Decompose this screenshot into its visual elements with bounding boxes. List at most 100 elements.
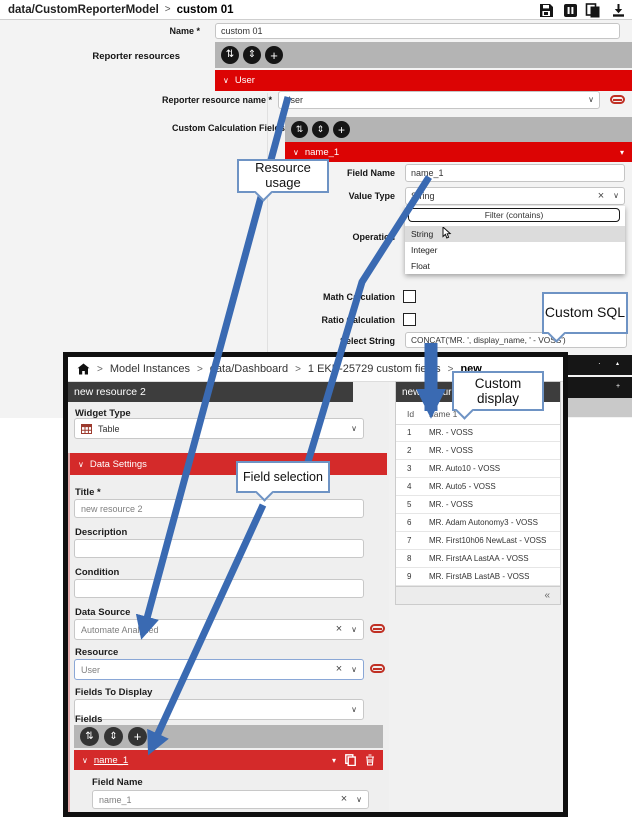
select-string-input[interactable]: CONCAT('MR. ', display_name, ' - VOSS') [405,332,627,348]
dashboard-window: > Model Instances > data/Dashboard > 1 E… [63,352,568,817]
column-header-id[interactable]: Id [407,409,415,419]
add-field-button[interactable]: + [333,121,350,138]
condition-input[interactable] [74,579,364,598]
type-option-string[interactable]: String [405,226,625,242]
breadcrumb-separator: > [164,4,171,15]
table-row: 4 MR. Auto5 - VOSS [396,478,560,496]
name1-section-header[interactable]: ∨ name_1 ▾ [285,142,632,162]
table-icon [81,423,92,434]
clear-icon[interactable]: × [335,623,343,635]
description-input[interactable] [74,539,364,558]
preview-panel: new resour Id name 1 1 MR. - VOSS 2 MR. … [395,381,561,605]
type-option-integer[interactable]: Integer [411,245,438,255]
row-id: 1 [407,428,412,437]
chevron-down-icon[interactable]: ∨ [356,794,362,804]
collapse-all-button[interactable]: ⇅ [80,727,99,746]
fields-to-display-label: Fields To Display [75,687,153,698]
delete-field-icon[interactable] [365,754,375,766]
editor-panel-accent [68,453,70,812]
expand-all-button[interactable]: ⇕ [243,46,261,64]
row-id: 8 [407,554,412,563]
reference-link-icon[interactable] [610,95,625,104]
condition-label: Condition [75,567,120,578]
clear-icon[interactable]: × [340,793,348,805]
field-name-label: Field Name [346,168,395,178]
chevron-down-icon: ∨ [78,459,84,469]
data-settings-header[interactable]: ∨ Data Settings [70,453,387,475]
callout-resource-usage: Resource usage [237,159,329,193]
select-string-label: Select String [339,336,395,346]
row-value: MR. FirstAA LastAA - VOSS [429,554,529,563]
collapse-all-button[interactable]: ⇅ [221,46,239,64]
title-input[interactable]: new resource 2 [74,499,364,518]
reference-link-icon[interactable] [370,664,385,673]
math-calculation-checkbox[interactable] [403,290,416,303]
type-option-float[interactable]: Float [411,261,430,271]
pagination-first-icon[interactable]: « [544,590,550,601]
download-icon[interactable] [611,3,626,18]
reporter-resources-toolbar [215,42,632,68]
field-name-select[interactable]: name_1 × ∨ [92,790,369,809]
copy-icon[interactable] [585,3,601,18]
pause-icon[interactable] [563,3,578,18]
preview-pagination-bar: « [396,586,560,604]
table-row: 3 MR. Auto10 - VOSS [396,460,560,478]
table-row: 2 MR. - VOSS [396,442,560,460]
breadcrumb-path[interactable]: data/CustomReporterModel [8,3,159,16]
field-section-title[interactable]: name_1 [93,754,129,766]
chevron-down-icon[interactable]: ∨ [613,191,619,200]
chevron-down-icon[interactable]: ∨ [351,624,357,634]
chevron-down-icon[interactable]: ∨ [588,95,594,104]
data-settings-title: Data Settings [89,458,147,470]
field-name-input[interactable]: name_1 [405,164,625,182]
type-filter-input[interactable]: Filter (contains) [408,208,620,222]
chevron-down-icon[interactable]: ∨ [351,423,357,433]
add-field-button[interactable]: + [128,727,147,746]
math-calculation-label: Math Calculation [322,292,395,302]
collapse-all-button[interactable]: ⇅ [291,121,308,138]
table-row: 6 MR. Adam Autonomy3 - VOSS [396,514,560,532]
value-type-select[interactable]: String × ∨ [405,187,625,205]
widget-type-select[interactable]: Table ∨ [74,418,364,439]
row-value: MR. - VOSS [429,500,474,509]
fields-to-display-select[interactable]: ∨ [74,699,364,720]
widget-type-label: Widget Type [75,408,131,419]
reporter-breadcrumb-bar: data/CustomReporterModel > custom 01 [0,0,632,20]
chevron-down-icon[interactable]: ∨ [351,704,357,714]
ratio-calculation-checkbox[interactable] [403,313,416,326]
caret-down-icon[interactable]: ▾ [331,755,336,765]
clear-icon[interactable]: × [335,663,343,675]
reference-link-icon[interactable] [370,624,385,633]
breadcrumb-item-ekb[interactable]: 1 EKB-25729 custom fields [307,363,441,375]
field-name-value: name_1 [99,794,132,805]
resource-value: User [81,664,101,675]
row-value: MR. FirstAB LastAB - VOSS [429,572,530,581]
breadcrumb-item-model-instances[interactable]: Model Instances [109,363,190,375]
breadcrumb-item-dashboard[interactable]: data/Dashboard [209,363,289,375]
fields-label: Fields [75,714,103,725]
clear-icon[interactable]: × [597,189,605,202]
caret-icon[interactable]: ▴ [616,361,620,367]
expand-all-button[interactable]: ⇕ [104,727,123,746]
expand-all-button[interactable]: ⇕ [312,121,329,138]
chevron-down-icon[interactable]: ∨ [351,664,357,674]
data-source-select[interactable]: Automate Analyzed × ∨ [74,619,364,640]
home-icon[interactable] [77,363,90,375]
breadcrumb-separator: > [295,363,301,375]
plus-icon[interactable]: + [616,383,621,390]
table-row: 1 MR. - VOSS [396,424,560,442]
reporter-resource-name-select[interactable]: User ∨ [278,91,600,109]
user-section-header[interactable]: ∨ User [215,70,632,91]
field-section-header[interactable]: ∨ name_1 ▾ [74,750,383,770]
name-label: Name * [169,26,200,36]
chevron-down-icon: ∨ [82,755,88,765]
name-input[interactable]: custom 01 [215,23,620,39]
resource-select[interactable]: User × ∨ [74,659,364,680]
caret-down-icon[interactable]: ▾ [619,147,624,157]
row-value: MR. Adam Autonomy3 - VOSS [429,518,538,527]
copy-field-icon[interactable] [345,754,356,766]
add-resource-button[interactable]: + [265,46,283,64]
save-icon[interactable] [539,3,554,18]
name1-section-title: name_1 [304,146,340,158]
